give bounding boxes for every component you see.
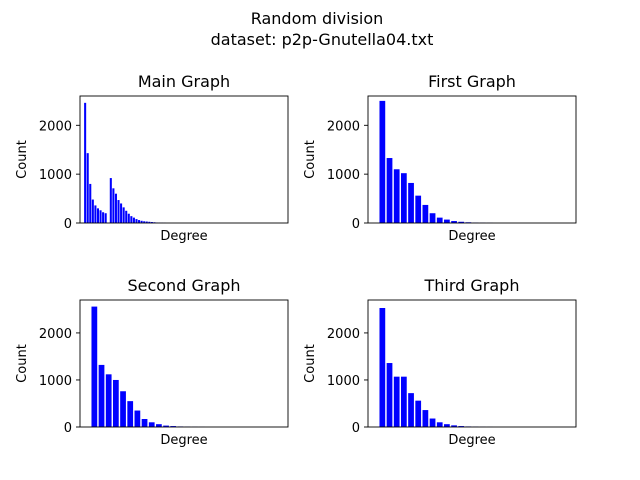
main-graph-bar [112, 188, 115, 223]
first-graph-bar [429, 213, 436, 223]
main-graph-bar [138, 220, 141, 223]
first-graph-bar [400, 173, 407, 223]
main-graph-bar [86, 153, 89, 223]
main-graph-bar [125, 210, 128, 223]
main-graph-bar [132, 217, 135, 223]
main-graph-bar [84, 102, 87, 223]
third-graph-axes-frame [367, 299, 577, 428]
first-graph-title: First Graph [428, 72, 516, 91]
second-graph-axes-frame [79, 299, 289, 428]
third-graph-bar [415, 400, 422, 427]
second-graph-bar [148, 422, 155, 427]
first-graph-bar [422, 204, 429, 223]
second-graph-bar [120, 391, 126, 427]
third-graph-ylabel: Count [303, 344, 318, 383]
second-graph-bar [170, 426, 177, 427]
third-graph-ytick-label: 2000 [327, 327, 360, 342]
main-graph-bar [130, 216, 133, 223]
main-graph-bar [127, 213, 130, 223]
first-graph-bar [393, 169, 400, 223]
first-graph-bar [408, 182, 414, 223]
first-graph-axes-frame [367, 95, 577, 224]
main-graph-bar [102, 212, 105, 223]
third-graph-bar [408, 393, 414, 427]
main-graph-ylabel: Count [15, 140, 30, 179]
first-graph-bar [379, 100, 386, 223]
first-graph-bar [415, 195, 422, 223]
third-graph-ytick-label: 0 [352, 421, 360, 436]
third-graph-bar [400, 376, 407, 427]
second-graph-bar [105, 374, 112, 427]
third-graph-title: Third Graph [424, 276, 520, 295]
second-graph-title: Second Graph [127, 276, 240, 295]
main-graph-bar [99, 210, 102, 223]
figure-subtitle: dataset: p2p-Gnutella04.txt [211, 30, 434, 49]
main-graph-title: Main Graph [138, 72, 230, 91]
main-graph-bar [120, 203, 123, 223]
main-graph-bar [150, 222, 153, 223]
first-graph-bar [458, 221, 465, 223]
second-graph-bar [156, 424, 162, 427]
main-graph-bar [122, 207, 125, 223]
second-graph-ytick-label: 1000 [39, 374, 72, 389]
first-graph-bar [444, 219, 450, 223]
second-graph-bar [134, 410, 141, 427]
second-graph-ytick-label: 0 [64, 421, 72, 436]
third-graph-bar [393, 376, 400, 427]
third-graph-bar [386, 363, 393, 427]
first-graph-ytick-label: 2000 [327, 119, 360, 134]
third-graph-bar [379, 308, 386, 427]
main-graph-bar [143, 221, 146, 223]
main-graph-bar [140, 220, 143, 223]
main-graph-bar [104, 213, 107, 223]
main-graph-panel: Main Graph Degree Count 0 1000 2000 [15, 72, 289, 244]
main-graph-bar [148, 221, 151, 223]
third-graph-bar [422, 410, 429, 427]
main-graph-bar [94, 205, 97, 223]
third-graph-bar [458, 426, 465, 427]
main-graph-axes-frame [79, 95, 289, 224]
main-graph-bar [96, 208, 99, 223]
main-graph-bar [145, 221, 148, 223]
main-graph-bar [91, 199, 94, 223]
second-graph-bar [98, 364, 105, 427]
main-graph-bar [117, 200, 120, 223]
figure-title: Random division [251, 9, 384, 28]
third-graph-bar [436, 422, 443, 427]
second-graph-ytick-label: 2000 [39, 327, 72, 342]
second-graph-bar [112, 379, 119, 427]
second-graph-panel: Second Graph Degree Count 0 1000 2000 [15, 276, 289, 448]
third-graph-panel: Third Graph Degree Count 0 1000 2000 [303, 276, 577, 448]
main-graph-ytick-label: 0 [64, 217, 72, 232]
main-graph-ytick-label: 2000 [39, 119, 72, 134]
first-graph-bar [436, 217, 443, 223]
second-graph-bar [91, 306, 98, 427]
second-graph-bar [127, 401, 134, 427]
third-graph-bar [444, 424, 450, 427]
second-graph-ylabel: Count [15, 344, 30, 383]
first-graph-ytick-label: 1000 [327, 168, 360, 183]
third-graph-xlabel: Degree [448, 433, 495, 448]
first-graph-panel: First Graph Degree Count 0 1000 2000 [303, 72, 577, 244]
first-graph-ytick-label: 0 [352, 217, 360, 232]
main-graph-xlabel: Degree [160, 229, 207, 244]
main-graph-bar [114, 193, 117, 223]
main-graph-ytick-label: 1000 [39, 168, 72, 183]
first-graph-bar [451, 221, 457, 223]
first-graph-bar [386, 158, 393, 223]
main-graph-bar [109, 178, 112, 223]
second-graph-bar [163, 425, 169, 427]
third-graph-bar [429, 418, 436, 427]
first-graph-ylabel: Count [303, 140, 318, 179]
first-graph-xlabel: Degree [448, 229, 495, 244]
third-graph-bar [451, 425, 457, 427]
third-graph-ytick-label: 1000 [327, 374, 360, 389]
second-graph-bar [141, 419, 148, 427]
main-graph-bar [135, 219, 138, 223]
main-graph-bar [89, 183, 92, 223]
second-graph-xlabel: Degree [160, 433, 207, 448]
